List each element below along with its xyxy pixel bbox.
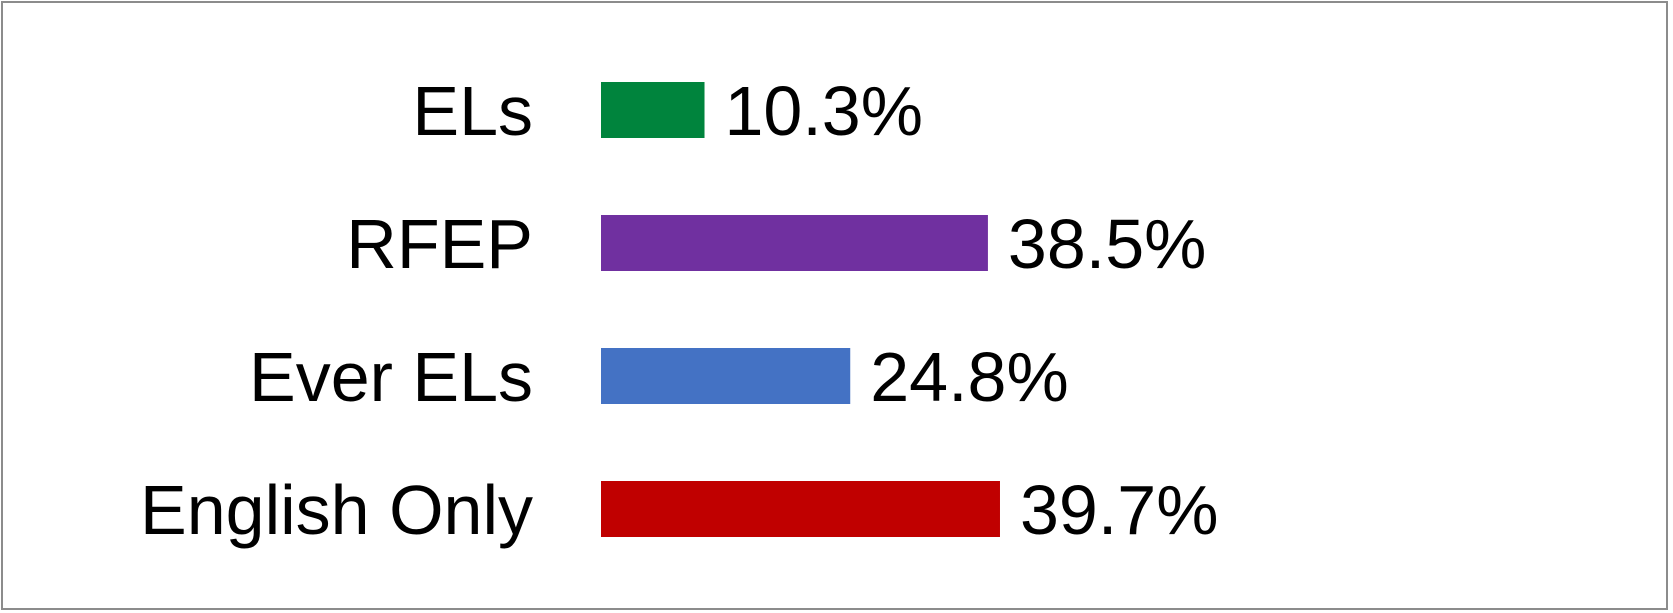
bar-english-only <box>601 481 1000 537</box>
category-label-ever-els: Ever ELs <box>249 338 533 416</box>
category-label-els: ELs <box>412 72 533 150</box>
value-label-ever-els: 24.8% <box>870 338 1068 416</box>
category-label-english-only: English Only <box>140 471 533 549</box>
bar-ever-els <box>601 348 851 404</box>
bar-rfep <box>601 215 988 271</box>
category-label-rfep: RFEP <box>346 205 533 283</box>
value-label-english-only: 39.7% <box>1020 471 1218 549</box>
value-label-els: 10.3% <box>725 72 923 150</box>
bar-els <box>601 82 705 138</box>
value-label-rfep: 38.5% <box>1008 205 1206 283</box>
